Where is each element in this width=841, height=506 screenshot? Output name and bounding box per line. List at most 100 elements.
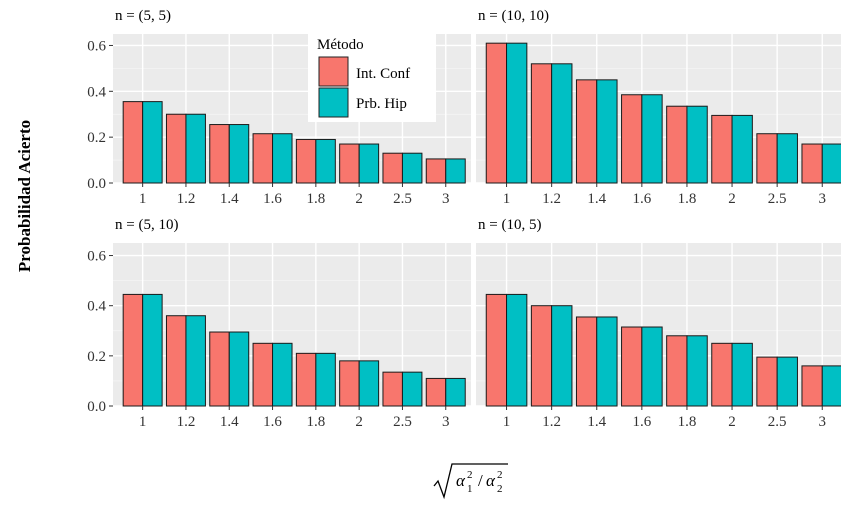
panel-title: n = (10, 5) xyxy=(478,217,541,233)
bar-prb-hip-1.2 xyxy=(551,305,573,407)
x-tick-label: 1 xyxy=(139,414,147,430)
x-axis-label: α 2 1 / α 2 2 xyxy=(433,463,508,500)
bar-int-conf-1.6 xyxy=(252,133,274,184)
bar-int-conf-1.8 xyxy=(666,105,688,184)
x-axis-label-slash: / xyxy=(478,471,483,490)
x-tick-label: 1.6 xyxy=(263,191,282,207)
bar-int-conf-1.6 xyxy=(252,342,274,407)
bar-int-conf-2 xyxy=(711,342,733,407)
y-tick-label: 0.2 xyxy=(87,349,106,365)
bar-int-conf-2.5 xyxy=(382,371,403,407)
bar-int-conf-1 xyxy=(485,42,508,184)
bar-prb-hip-1.8 xyxy=(315,352,336,407)
bar-prb-hip-1.6 xyxy=(641,326,663,407)
y-tick-label: 0.4 xyxy=(87,84,106,100)
bar-prb-hip-2 xyxy=(731,342,753,407)
bar-int-conf-2.5 xyxy=(756,356,778,407)
legend: Método Int. Conf Prb. Hip xyxy=(308,32,436,122)
x-axis-label-sup1: 2 xyxy=(467,469,473,481)
panels-group: n = (5, 5) 0.0 0.2 0.4 0.6 1 1.2 1.4 1.6 1.8 2 2.5 3… xyxy=(87,8,841,430)
y-tick-label: 0.6 xyxy=(87,249,106,265)
x-tick-label: 1.6 xyxy=(263,414,282,430)
x-tick-label: 1 xyxy=(503,191,511,207)
bar-prb-hip-1.4 xyxy=(228,331,250,407)
bar-int-conf-1.8 xyxy=(666,335,688,407)
bar-int-conf-3 xyxy=(425,158,447,184)
bar-int-conf-2 xyxy=(339,143,360,184)
bar-int-conf-1 xyxy=(485,293,508,407)
bar-prb-hip-3 xyxy=(445,158,466,184)
bar-int-conf-1.8 xyxy=(295,138,317,184)
bar-int-conf-1.2 xyxy=(530,63,553,184)
bar-prb-hip-1.4 xyxy=(596,79,618,184)
x-tick-label: 3 xyxy=(442,414,450,430)
x-tick-label: 2 xyxy=(728,191,736,207)
bar-int-conf-2.5 xyxy=(382,152,403,184)
legend-key-prb-hip xyxy=(318,87,349,118)
bar-prb-hip-1.6 xyxy=(272,342,293,407)
bar-prb-hip-1 xyxy=(506,42,528,184)
panel-title: n = (5, 5) xyxy=(115,8,171,24)
bar-int-conf-1 xyxy=(122,293,144,407)
x-tick-label: 2 xyxy=(728,414,736,430)
y-tick-label: 0.0 xyxy=(87,399,106,415)
x-tick-label: 2.5 xyxy=(393,414,412,430)
bar-prb-hip-2 xyxy=(358,360,380,407)
bar-int-conf-3 xyxy=(425,377,447,407)
bar-int-conf-1.2 xyxy=(165,315,187,407)
y-axis-label: Probabilidad Acierto xyxy=(15,120,34,272)
x-tick-label: 1.2 xyxy=(542,191,561,207)
bar-prb-hip-1.2 xyxy=(551,63,573,184)
x-tick-label: 1.4 xyxy=(587,191,606,207)
bar-prb-hip-1.8 xyxy=(686,105,708,184)
panel-4: n = (10, 5) 1 1.2 1.4 1.6 1.8 2 2.5 3 xyxy=(476,217,841,430)
y-tick-label: 0.4 xyxy=(87,299,106,315)
x-tick-label: 1.4 xyxy=(220,414,239,430)
x-tick-label: 1.8 xyxy=(306,191,325,207)
bar-prb-hip-1.2 xyxy=(185,113,206,184)
x-tick-label: 1.8 xyxy=(306,414,325,430)
legend-title: Método xyxy=(317,37,364,53)
bar-prb-hip-1.8 xyxy=(686,335,708,407)
x-tick-label: 2.5 xyxy=(768,414,787,430)
bar-prb-hip-3 xyxy=(821,365,841,407)
bar-prb-hip-2.5 xyxy=(776,133,798,184)
x-tick-label: 1.4 xyxy=(220,191,239,207)
bar-int-conf-1.8 xyxy=(295,352,317,407)
x-axis-label-sub1: 1 xyxy=(467,483,473,495)
x-tick-label: 1.8 xyxy=(678,191,697,207)
bar-prb-hip-2.5 xyxy=(776,356,798,407)
bar-prb-hip-1 xyxy=(506,293,528,407)
panel-title: n = (5, 10) xyxy=(115,217,178,233)
x-tick-label: 1.2 xyxy=(177,414,196,430)
sqrt-symbol xyxy=(433,463,508,500)
bar-int-conf-2 xyxy=(339,360,360,407)
bar-int-conf-1.4 xyxy=(209,124,230,184)
bar-int-conf-1 xyxy=(122,101,144,184)
bar-prb-hip-1.8 xyxy=(315,138,336,184)
x-tick-label: 3 xyxy=(442,191,450,207)
x-tick-label: 1.2 xyxy=(177,191,196,207)
legend-label-int-conf: Int. Conf xyxy=(356,66,410,82)
bar-int-conf-1.6 xyxy=(621,94,643,184)
x-tick-label: 1 xyxy=(139,191,147,207)
bar-prb-hip-1 xyxy=(142,101,163,184)
bar-prb-hip-2.5 xyxy=(401,371,423,407)
bar-prb-hip-3 xyxy=(821,143,841,184)
bar-prb-hip-1.4 xyxy=(228,124,250,184)
bar-int-conf-1.6 xyxy=(621,326,643,407)
bar-prb-hip-2 xyxy=(731,114,753,184)
x-axis-label-sup2: 2 xyxy=(497,469,503,481)
x-axis-label-alpha2: α xyxy=(486,471,496,490)
bar-int-conf-1.2 xyxy=(165,113,187,184)
y-tick-label: 0.0 xyxy=(87,176,106,192)
bar-int-conf-3 xyxy=(801,143,823,184)
y-tick-label: 0.2 xyxy=(87,130,106,146)
bar-int-conf-2.5 xyxy=(756,133,778,184)
bar-int-conf-1.4 xyxy=(575,316,598,407)
bar-int-conf-1.4 xyxy=(209,331,230,407)
x-tick-label: 1.2 xyxy=(542,414,561,430)
x-tick-label: 3 xyxy=(819,191,827,207)
bar-prb-hip-1.2 xyxy=(185,315,206,407)
bar-prb-hip-3 xyxy=(445,377,466,407)
